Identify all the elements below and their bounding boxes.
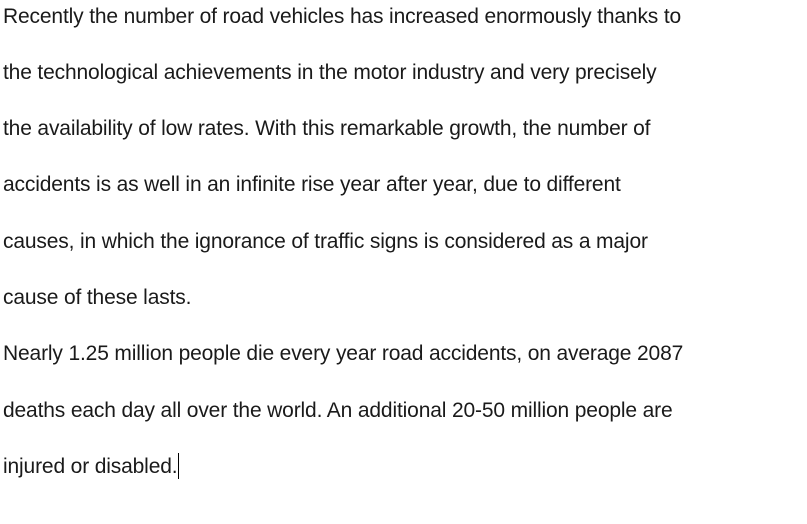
text-line: deaths each day all over the world. An a… (3, 399, 673, 422)
text-line: cause of these lasts. (3, 286, 192, 309)
text-line: causes, in which the ignorance of traffi… (3, 230, 648, 253)
text-line: accidents is as well in an infinite rise… (3, 173, 621, 196)
text-line: Recently the number of road vehicles has… (3, 5, 682, 28)
text-cursor (178, 453, 180, 479)
last-line-text: injured or disabled. (3, 455, 178, 478)
text-line: the technological achievements in the mo… (3, 61, 657, 84)
text-line: the availability of low rates. With this… (3, 117, 651, 140)
text-line-last: injured or disabled. (3, 453, 180, 481)
text-line: Nearly 1.25 million people die every yea… (3, 342, 684, 365)
